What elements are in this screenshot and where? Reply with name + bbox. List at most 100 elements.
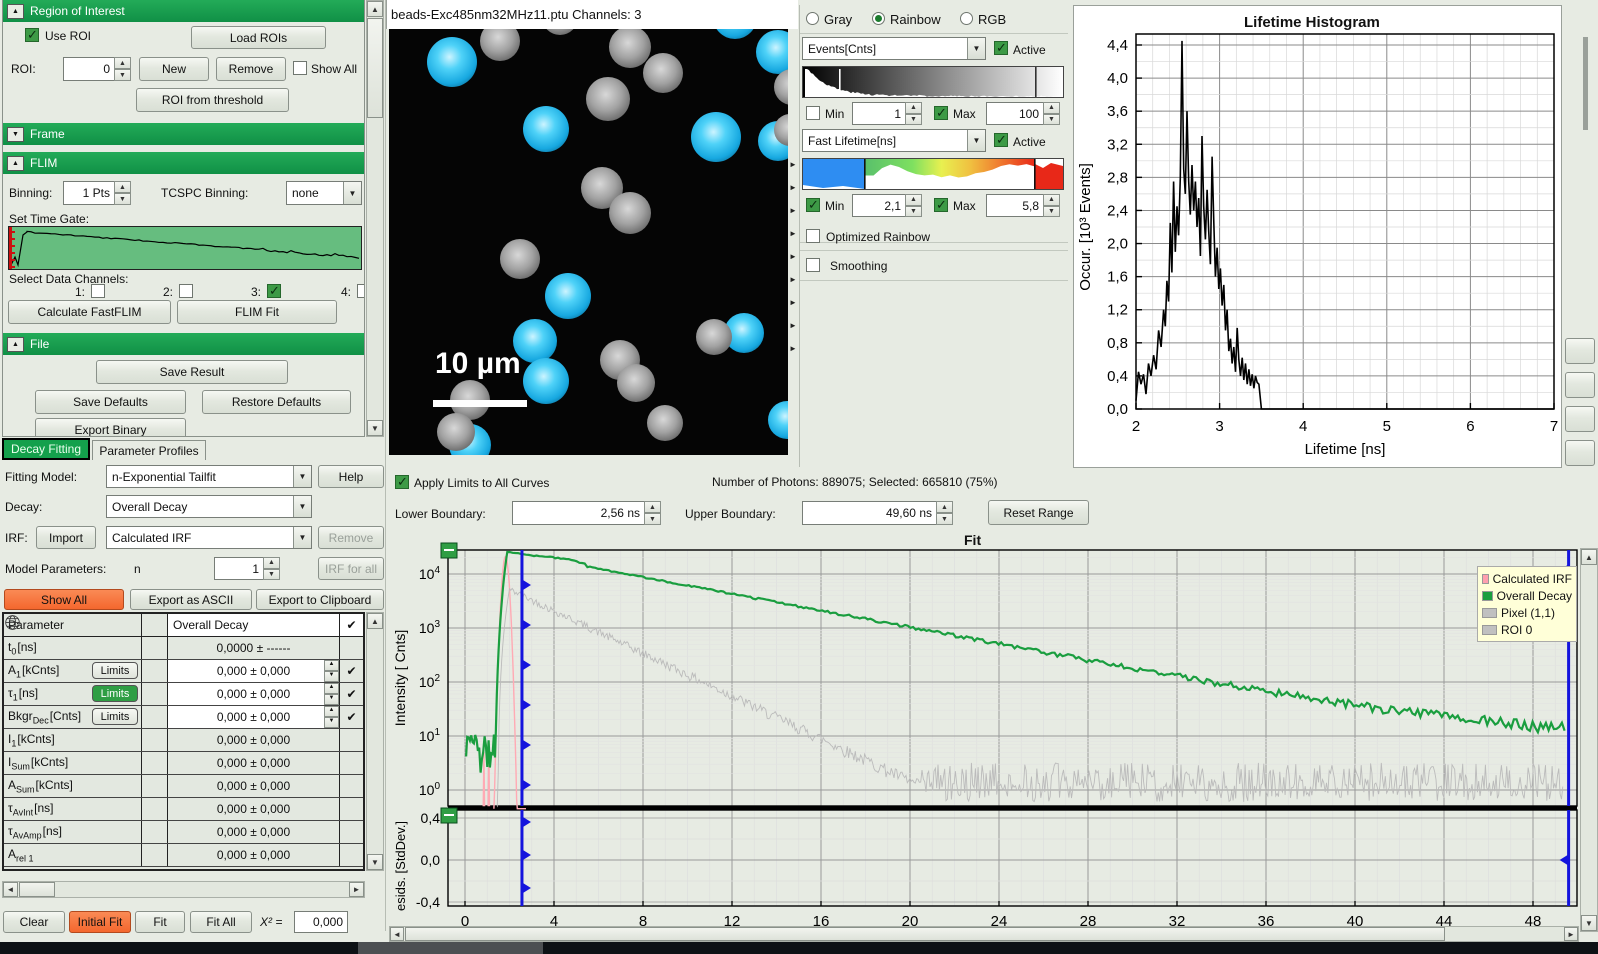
param-value[interactable]: 0,000 ± 0,000▲▼ <box>168 683 340 705</box>
fit-vscrollbar[interactable]: ▲ ▼ <box>1580 548 1598 932</box>
remove-roi-button[interactable]: Remove <box>216 57 286 81</box>
table-hscrollbar[interactable]: ◄ ► <box>2 881 365 898</box>
new-roi-button[interactable]: New <box>139 57 209 81</box>
lifetime-min-field[interactable]: 2,1 <box>852 194 906 217</box>
show-all-curves-button[interactable]: Show All <box>4 589 124 610</box>
row-check-icon[interactable]: ✔ <box>340 660 363 682</box>
right-splitter-handle[interactable] <box>1583 37 1588 130</box>
splitter-arrow-icon[interactable]: ► <box>789 229 797 238</box>
intensity-min-checkbox[interactable] <box>806 106 820 120</box>
collapse-arrow-icon[interactable]: ▲ <box>7 156 24 171</box>
binning-field[interactable]: 1 Pts <box>63 181 115 205</box>
irf-remove-button[interactable]: Remove <box>318 526 384 549</box>
collapse-arrow-icon[interactable]: ▲ <box>7 337 24 352</box>
channel-checkbox-4[interactable] <box>357 284 365 298</box>
lifetime-max-spinner[interactable]: ▲▼ <box>1043 194 1060 217</box>
tab-decay-fitting[interactable]: Decay Fitting <box>2 438 90 460</box>
intensity-max-field[interactable]: 100 <box>986 102 1044 125</box>
lifetime-histogram-chart[interactable]: 0,00,40,81,21,62,02,42,83,23,64,04,42345… <box>1074 6 1561 467</box>
use-roi-checkbox[interactable] <box>25 28 39 42</box>
row-check-icon[interactable]: ✔ <box>340 683 363 705</box>
limits-button[interactable]: Limits <box>92 685 138 702</box>
reset-range-button[interactable]: Reset Range <box>988 500 1089 525</box>
splitter-arrow-icon[interactable]: ► <box>789 183 797 192</box>
irf-for-all-button[interactable]: IRF for all <box>318 557 384 580</box>
lifetime-max-checkbox[interactable] <box>934 198 948 212</box>
fit-button[interactable]: Fit <box>135 911 185 933</box>
collapse-arrow-icon[interactable]: ▲ <box>7 4 24 19</box>
fitting-model-dropdown[interactable]: n-Exponential Tailfit▼ <box>106 465 312 488</box>
splitter-arrow-icon[interactable]: ► <box>789 321 797 330</box>
help-button[interactable]: Help <box>318 465 384 488</box>
table-scrollbar[interactable]: ▲ ▼ <box>366 612 384 871</box>
clear-button[interactable]: Clear <box>3 911 65 933</box>
roi-number-field[interactable]: 0 <box>63 57 115 81</box>
splitter-arrow-icon[interactable]: ► <box>789 206 797 215</box>
load-rois-button[interactable]: Load ROIs <box>191 26 326 49</box>
splitter-arrow-icon[interactable]: ► <box>789 275 797 284</box>
side-tool-button[interactable] <box>1565 406 1595 432</box>
channel-checkbox-3[interactable] <box>267 284 281 298</box>
left-panel-scrollbar[interactable]: ▲ ▼ <box>366 0 384 437</box>
n-field[interactable]: 1 <box>214 557 264 580</box>
param-value[interactable]: 0,000 ± 0,000▲▼ <box>168 660 340 682</box>
upper-boundary-spinner[interactable]: ▲▼ <box>936 501 953 525</box>
decay-dropdown[interactable]: Overall Decay▼ <box>106 495 312 518</box>
time-gate-plot[interactable] <box>8 226 362 270</box>
restore-defaults-button[interactable]: Restore Defaults <box>202 390 351 414</box>
apply-limits-checkbox[interactable] <box>395 475 409 489</box>
collapse-arrow-icon[interactable]: ▼ <box>7 127 24 142</box>
intensity-min-spinner[interactable]: ▲▼ <box>905 102 922 125</box>
fit-hscrollbar[interactable]: ◄ ► <box>389 926 1579 942</box>
side-tool-button[interactable] <box>1565 440 1595 466</box>
channel-checkbox-1[interactable] <box>91 284 105 298</box>
microscopy-image[interactable]: 10 µm <box>389 29 788 455</box>
intensity-max-spinner[interactable]: ▲▼ <box>1043 102 1060 125</box>
lifetime-max-field[interactable]: 5,8 <box>986 194 1044 217</box>
lifetime-active-checkbox[interactable] <box>994 133 1008 147</box>
splitter-arrow-icon[interactable]: ► <box>789 252 797 261</box>
intensity-max-checkbox[interactable] <box>934 106 948 120</box>
mode-radio-rgb[interactable] <box>960 12 973 25</box>
flim-fit-button[interactable]: FLIM Fit <box>177 300 337 324</box>
save-result-button[interactable]: Save Result <box>96 360 288 384</box>
fit-chart[interactable]: 1001011021031040,40,0-0,4048121620242832… <box>389 530 1598 942</box>
splitter-arrow-icon[interactable]: ► <box>789 344 797 353</box>
lifetime-min-checkbox[interactable] <box>806 198 820 212</box>
column-check-icon[interactable]: ✔ <box>340 614 363 636</box>
mode-radio-rainbow[interactable] <box>872 12 885 25</box>
lower-boundary-spinner[interactable]: ▲▼ <box>644 501 661 525</box>
fit-all-button[interactable]: Fit All <box>190 911 252 933</box>
value-spinner[interactable]: ▲▼ <box>324 683 339 705</box>
row-check-icon[interactable]: ✔ <box>340 706 363 728</box>
side-tool-button[interactable] <box>1565 338 1595 364</box>
intensity-channel-dropdown[interactable]: Events[Cnts]▼ <box>802 37 986 60</box>
value-spinner[interactable]: ▲▼ <box>324 660 339 682</box>
export-clipboard-button[interactable]: Export to Clipboard <box>256 589 384 610</box>
roi-from-threshold-button[interactable]: ROI from threshold <box>136 88 289 112</box>
export-ascii-button[interactable]: Export as ASCII <box>130 589 252 610</box>
lower-boundary-field[interactable]: 2,56 ns <box>512 501 645 525</box>
value-spinner[interactable]: ▲▼ <box>324 706 339 728</box>
intensity-gradient-bar[interactable] <box>802 66 1064 98</box>
n-spinner[interactable]: ▲▼ <box>263 557 280 580</box>
intensity-min-field[interactable]: 1 <box>852 102 906 125</box>
lifetime-gradient-bar[interactable] <box>802 158 1064 190</box>
roi-spinner[interactable]: ▲▼ <box>114 57 131 81</box>
calculate-fastflim-button[interactable]: Calculate FastFLIM <box>8 300 171 324</box>
side-tool-button[interactable] <box>1565 372 1595 398</box>
intensity-active-checkbox[interactable] <box>994 41 1008 55</box>
mode-radio-gray[interactable] <box>806 12 819 25</box>
limits-button[interactable]: Limits <box>92 662 138 679</box>
initial-fit-button[interactable]: Initial Fit <box>69 911 131 933</box>
show-all-checkbox[interactable] <box>293 61 307 75</box>
export-binary-button[interactable]: Export Binary <box>35 418 186 437</box>
splitter-arrow-icon[interactable]: ► <box>789 160 797 169</box>
irf-dropdown[interactable]: Calculated IRF▼ <box>106 526 312 549</box>
tcspc-binning-dropdown[interactable]: none▼ <box>286 181 362 205</box>
splitter-arrow-icon[interactable]: ► <box>789 298 797 307</box>
save-defaults-button[interactable]: Save Defaults <box>35 390 186 414</box>
lifetime-channel-dropdown[interactable]: Fast Lifetime[ns]▼ <box>802 129 986 152</box>
optimized-rainbow-checkbox[interactable] <box>806 229 820 243</box>
irf-import-button[interactable]: Import <box>36 526 96 549</box>
